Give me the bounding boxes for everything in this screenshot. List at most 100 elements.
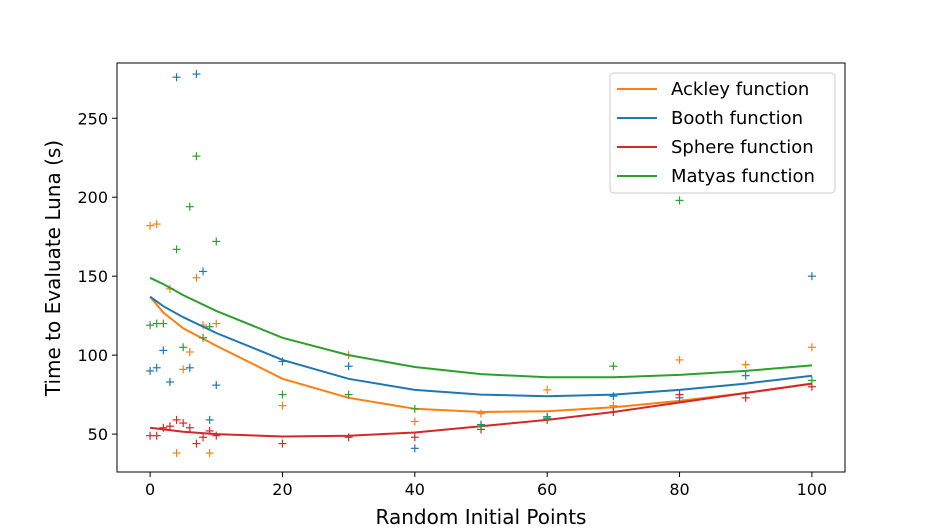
- data-point-marker: [185, 347, 194, 356]
- data-point-marker: [609, 392, 618, 401]
- data-point-marker: [185, 423, 194, 432]
- y-tick-label: 250: [77, 109, 108, 128]
- data-point-marker: [205, 449, 214, 458]
- data-point-marker: [152, 220, 161, 229]
- data-point-marker: [212, 381, 221, 390]
- data-point-marker: [172, 73, 181, 82]
- data-point-marker: [159, 319, 168, 328]
- data-point-marker: [172, 449, 181, 458]
- data-point-marker: [146, 321, 155, 330]
- legend-item: Booth function: [617, 108, 803, 129]
- legend-item: Sphere function: [617, 137, 814, 158]
- data-point-marker: [152, 363, 161, 372]
- legend-label: Matyas function: [671, 166, 815, 187]
- data-point-marker: [410, 433, 419, 442]
- y-tick-label: 150: [77, 267, 108, 286]
- data-point-marker: [159, 346, 168, 355]
- legend-label: Booth function: [671, 108, 803, 129]
- data-point-marker: [675, 390, 684, 399]
- data-point-marker: [278, 390, 287, 399]
- data-point-marker: [278, 439, 287, 448]
- data-point-marker: [212, 319, 221, 328]
- data-point-marker: [609, 362, 618, 371]
- series-layer: [146, 70, 816, 458]
- data-point-marker: [344, 362, 353, 371]
- series-line: [149, 382, 813, 438]
- x-tick-label: 60: [537, 480, 557, 499]
- data-point-marker: [172, 415, 181, 424]
- data-point-marker: [185, 202, 194, 211]
- data-point-marker: [675, 196, 684, 205]
- x-tick-label: 0: [145, 480, 155, 499]
- y-tick-label: 50: [88, 425, 108, 444]
- data-point-marker: [205, 426, 214, 435]
- data-point-marker: [807, 343, 816, 352]
- legend-item: Ackley function: [617, 79, 809, 100]
- data-point-marker: [172, 245, 181, 254]
- data-point-marker: [278, 357, 287, 366]
- x-tick-label: 100: [797, 480, 828, 499]
- data-point-marker: [192, 152, 201, 161]
- data-point-marker: [477, 422, 485, 431]
- series-matyas-function: [146, 152, 816, 431]
- data-point-marker: [146, 366, 155, 375]
- data-point-marker: [807, 272, 816, 281]
- data-point-marker: [199, 433, 208, 442]
- data-point-marker: [159, 423, 168, 432]
- data-point-marker: [185, 363, 194, 372]
- x-tick-label: 20: [272, 480, 292, 499]
- legend-label: Ackley function: [671, 79, 809, 100]
- axes-layer: [116, 62, 846, 473]
- series-booth-function: [146, 70, 816, 453]
- data-point-marker: [477, 409, 485, 418]
- data-point-marker: [741, 393, 750, 402]
- x-axis-title: Random Initial Points: [376, 505, 587, 529]
- data-point-marker: [179, 419, 188, 428]
- data-point-marker: [543, 385, 552, 394]
- data-point-marker: [165, 422, 174, 431]
- legend-label: Sphere function: [671, 137, 814, 158]
- data-point-marker: [741, 360, 750, 369]
- data-point-marker: [192, 70, 201, 79]
- series-line: [149, 276, 812, 379]
- legend-items: Ackley function Booth function Sphere func…: [617, 79, 815, 187]
- data-point-marker: [199, 267, 208, 276]
- data-point-marker: [609, 407, 618, 416]
- y-tick-label: 200: [77, 188, 108, 207]
- x-axis-ticks: 0 20 40 60 80 100: [145, 472, 827, 499]
- legend-item: Matyas function: [617, 166, 815, 187]
- y-tick-label: 100: [77, 346, 108, 365]
- legend: Ackley function Booth function Sphere func…: [609, 72, 836, 194]
- data-point-marker: [410, 444, 419, 453]
- data-point-marker: [205, 322, 214, 331]
- data-point-marker: [179, 343, 188, 352]
- data-point-marker: [179, 365, 188, 374]
- data-point-marker: [199, 333, 208, 342]
- data-point-marker: [741, 371, 750, 380]
- data-point-marker: [165, 377, 174, 386]
- y-axis-title: Time to Evaluate Luna (s): [41, 140, 65, 397]
- data-point-marker: [410, 404, 419, 413]
- x-tick-label: 40: [405, 480, 425, 499]
- data-point-marker: [410, 417, 419, 426]
- y-axis-ticks: 50 100 150 200 250: [77, 109, 117, 444]
- data-point-marker: [278, 401, 287, 410]
- data-point-marker: [205, 415, 214, 424]
- data-point-marker: [675, 355, 684, 364]
- data-point-marker: [212, 431, 221, 440]
- data-point-marker: [212, 237, 221, 246]
- data-point-marker: [152, 431, 161, 440]
- series-sphere-function: [146, 382, 816, 448]
- data-point-marker: [344, 390, 353, 399]
- data-point-marker: [344, 433, 353, 442]
- plot-frame: [116, 62, 846, 473]
- data-point-marker: [543, 414, 552, 423]
- data-point-marker: [192, 439, 201, 448]
- x-tick-label: 80: [669, 480, 689, 499]
- series-line: [149, 295, 813, 398]
- legend-box: [609, 72, 836, 194]
- data-point-marker: [192, 273, 201, 282]
- data-point-marker: [807, 376, 816, 385]
- data-point-marker: [146, 221, 155, 230]
